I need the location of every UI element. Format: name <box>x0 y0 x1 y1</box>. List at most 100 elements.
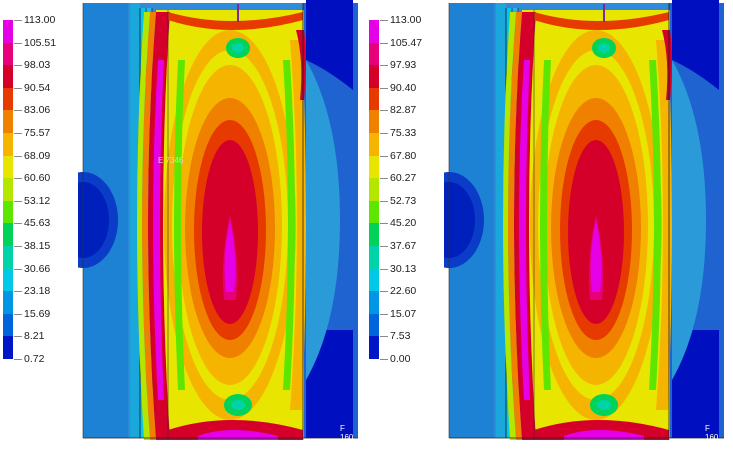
legend-entry: 97.93 <box>366 58 436 88</box>
legend-value: 60.27 <box>390 172 417 185</box>
legend-swatch <box>3 246 13 269</box>
contour-band <box>137 12 150 440</box>
legend-value: 75.33 <box>390 127 417 139</box>
legend-swatch <box>369 178 379 201</box>
legend-value: 0.00 <box>390 353 411 365</box>
legend-tick <box>380 268 388 270</box>
contour-blob <box>597 400 611 410</box>
contour-band <box>564 430 644 440</box>
node-label: F 160 <box>340 424 354 442</box>
legend-value: 83.06 <box>24 104 51 117</box>
legend-tick <box>380 178 388 180</box>
legend-tick <box>380 359 388 360</box>
legend-value: 45.20 <box>390 217 417 230</box>
contour-blob <box>232 43 244 53</box>
legend-value: 113.00 <box>24 14 56 26</box>
legend-swatch <box>369 336 379 359</box>
stress-contour-plot: F 160 <box>444 0 724 450</box>
rib-strip <box>496 3 506 438</box>
legend-tick <box>14 42 22 44</box>
legend-value: 15.07 <box>390 307 417 320</box>
legend-entry: 15.07 <box>366 307 436 337</box>
contour-blob <box>672 60 706 380</box>
contour-blob <box>231 400 245 410</box>
legend-entry: 30.66 <box>0 262 70 292</box>
contour-band <box>656 40 672 410</box>
contour-band <box>649 60 661 390</box>
legend-tick <box>380 133 388 134</box>
legend-tick <box>14 246 22 247</box>
contour-band <box>153 60 164 400</box>
legend-value: 60.60 <box>24 172 51 185</box>
legend-swatch <box>369 268 379 292</box>
legend-value: 37.67 <box>390 240 417 252</box>
contour-band <box>503 12 516 440</box>
legend-swatch <box>369 87 379 111</box>
legend-value: 22.60 <box>390 285 417 298</box>
legend-tick <box>14 87 22 89</box>
legend-tick <box>380 87 388 89</box>
legend-swatch <box>3 200 13 224</box>
contour-blob <box>306 330 353 438</box>
legend-value: 38.15 <box>24 240 51 252</box>
contour-band <box>534 12 669 30</box>
legend-entry: 90.54 <box>0 81 70 111</box>
legend-tick <box>14 200 22 202</box>
legend-tick <box>380 110 388 112</box>
contour-panel-left: 113.00 105.51 98.03 90.54 83.06 75.57 68.09 60.… <box>0 0 366 450</box>
contour-band <box>198 430 278 440</box>
legend-entry: 98.03 <box>0 58 70 88</box>
legend-entry: 82.87 <box>366 103 436 133</box>
contour-blob <box>672 0 719 90</box>
contour-band <box>296 30 306 100</box>
legend-tick <box>14 20 22 21</box>
legend-value: 98.03 <box>24 59 51 72</box>
legend-entry: 22.60 <box>366 284 436 314</box>
contour-blob <box>306 0 353 90</box>
legend-entry: 23.18 <box>0 284 70 314</box>
legend-value: 23.18 <box>24 285 51 298</box>
legend-swatch <box>369 110 379 133</box>
legend-value: 90.54 <box>24 81 51 94</box>
legend-tick <box>14 110 22 112</box>
legend-swatch <box>369 223 379 246</box>
contour-band <box>662 30 672 100</box>
legend-value: 67.80 <box>390 149 417 162</box>
legend-entry: 113.00 <box>366 13 436 43</box>
contour-band <box>519 60 530 400</box>
legend-value: 30.13 <box>390 262 417 275</box>
legend-tick <box>380 336 388 338</box>
legend-entry: 52.73 <box>366 194 436 224</box>
contour-band <box>290 40 306 410</box>
legend-swatch <box>369 313 379 337</box>
legend-entry: 0.72 <box>0 352 70 374</box>
legend-entry: 60.60 <box>0 171 70 201</box>
legend-value: 113.00 <box>390 14 422 26</box>
legend-swatch <box>3 268 13 292</box>
legend-value: 53.12 <box>24 194 51 207</box>
legend-tick <box>14 65 22 67</box>
legend-entry: 53.12 <box>0 194 70 224</box>
rib-strip <box>130 3 140 438</box>
contour-band <box>174 60 185 390</box>
contour-blob <box>306 60 340 380</box>
contour-band <box>540 60 551 390</box>
contour-band <box>508 12 522 440</box>
legend-value: 68.09 <box>24 149 51 162</box>
legend-swatch <box>3 42 13 66</box>
legend-value: 82.87 <box>390 104 417 117</box>
contour-band <box>168 12 303 30</box>
legend-swatch <box>369 42 379 66</box>
legend-entry: 60.27 <box>366 171 436 201</box>
legend-swatch <box>369 20 379 43</box>
contour-blob <box>78 182 109 258</box>
legend-tick <box>380 246 388 247</box>
legend-tick <box>14 268 22 270</box>
legend-tick <box>380 65 388 67</box>
legend-value: 0.72 <box>24 353 45 365</box>
contour-band <box>283 60 295 390</box>
legend-value: 105.47 <box>390 36 423 49</box>
legend-entry: 83.06 <box>0 103 70 133</box>
legend-value: 90.40 <box>390 81 417 94</box>
legend-swatch <box>3 155 13 179</box>
